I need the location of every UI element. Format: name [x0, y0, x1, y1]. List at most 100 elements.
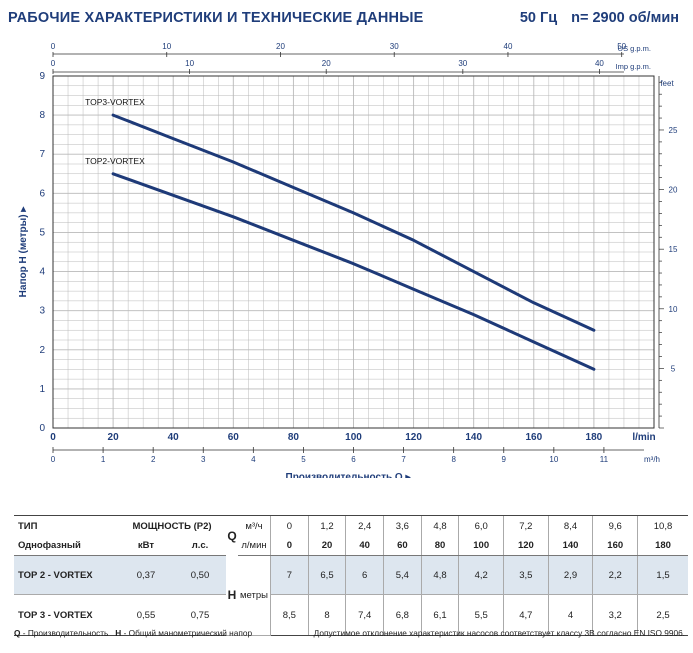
m3h-tick-label: 6 — [351, 455, 356, 464]
usgpm-tick-label: 20 — [276, 42, 285, 51]
series-label-top2-vortex: TOP2-VORTEX — [85, 156, 145, 166]
q-lmin-cell: 40 — [345, 536, 384, 556]
chart-grid — [52, 75, 655, 429]
q-unit-lmin: л/мин — [238, 536, 271, 556]
x-unit-label: l/min — [632, 432, 655, 443]
impgpm-tick-label: 30 — [458, 59, 467, 68]
y-tick-label: 4 — [39, 267, 45, 278]
head-cell: 7,4 — [345, 594, 384, 636]
usgpm-tick-label: 50 — [617, 42, 626, 51]
m3h-unit-label: m³/h — [644, 455, 660, 464]
head-cell: 2,2 — [592, 555, 638, 595]
model-name: TOP 2 - VORTEX — [14, 555, 118, 595]
x-tick-label: 40 — [168, 432, 180, 443]
head-cell: 3,2 — [592, 594, 638, 636]
y-tick-label: 2 — [39, 345, 45, 356]
q-lmin-cell: 80 — [420, 536, 459, 556]
q-symbol: Q — [226, 515, 238, 556]
impgpm-tick-label: 20 — [322, 59, 331, 68]
x-axis-label: Производительность Q ▸ — [286, 472, 412, 478]
y-axis-label: Напор H (метры) ▸ — [18, 206, 29, 298]
x-tick-label: 100 — [345, 432, 362, 443]
q-m3h-cell: 8,4 — [547, 515, 593, 536]
frequency-label: 50 Гц — [519, 10, 558, 26]
q-m3h-cell: 0 — [270, 515, 309, 536]
q-lmin-cell: 100 — [458, 536, 504, 556]
x-tick-label: 0 — [50, 432, 56, 443]
plot-border — [52, 75, 655, 429]
y-tick-label: 7 — [39, 149, 45, 160]
unit-kw: кВт — [118, 536, 174, 556]
head-cell: 8,5 — [270, 594, 309, 636]
x-tick-label: 120 — [405, 432, 422, 443]
q-lmin-cell: 0 — [270, 536, 309, 556]
head-cell: 6,5 — [307, 555, 346, 595]
footer-legend: Q - Производительность H - Общий маномет… — [14, 628, 252, 638]
head-cell: 6,8 — [383, 594, 422, 636]
q-lmin-cell: 20 — [307, 536, 346, 556]
x-tick-label: 80 — [288, 432, 300, 443]
head-cell: 2,9 — [547, 555, 593, 595]
feet-tick-label: 20 — [669, 186, 678, 195]
head-cell: 6 — [345, 555, 384, 595]
q-lmin-cell: 140 — [547, 536, 593, 556]
m3h-tick-label: 2 — [151, 455, 156, 464]
y-tick-label: 1 — [39, 384, 45, 395]
head-cell: 4,2 — [458, 555, 504, 595]
chart-labels: TOP3-VORTEX TOP2-VORTEX — [85, 97, 145, 166]
power-kw: 0,37 — [118, 555, 174, 595]
footer-note: Допустимое отклонение характеристик насо… — [313, 628, 685, 638]
q-lmin-cell: 60 — [383, 536, 422, 556]
page-title: РАБОЧИЕ ХАРАКТЕРИСТИКИ И ТЕХНИЧЕСКИЕ ДАН… — [8, 10, 424, 26]
power-hp: 0,75 — [174, 594, 226, 636]
q-m3h-cell: 3,6 — [383, 515, 422, 536]
m3h-tick-label: 4 — [251, 455, 256, 464]
y-tick-label: 6 — [39, 188, 45, 199]
x-tick-label: 180 — [586, 432, 603, 443]
q-m3h-cell: 9,6 — [592, 515, 638, 536]
q-m3h-cell: 2,4 — [345, 515, 384, 536]
y-tick-label: 9 — [39, 71, 45, 82]
legend-h: - Общий манометрический напор — [121, 628, 253, 638]
impgpm-tick-label: 10 — [185, 59, 194, 68]
frequency-info: 50 Гц n= 2900 об/мин — [506, 10, 679, 26]
m3h-tick-label: 0 — [51, 455, 56, 464]
x-tick-label: 60 — [228, 432, 240, 443]
usgpm-tick-label: 30 — [390, 42, 399, 51]
chart-series — [111, 113, 596, 371]
y-tick-label: 5 — [39, 227, 45, 238]
spec-table: ТИП МОЩНОСТЬ (P2) Q м³/ч 0 1,2 2,4 3,6 4… — [14, 515, 688, 636]
q-unit-m3h: м³/ч — [238, 515, 271, 536]
feet-tick-label: 10 — [669, 305, 678, 314]
legend-h-key: H — [115, 628, 122, 638]
m3h-tick-label: 11 — [600, 455, 609, 464]
usgpm-tick-label: 40 — [504, 42, 513, 51]
m3h-tick-label: 7 — [401, 455, 406, 464]
q-m3h-cell: 7,2 — [503, 515, 549, 536]
head-cell: 5,4 — [383, 555, 422, 595]
feet-tick-label: 25 — [669, 126, 678, 135]
head-cell: 1,5 — [637, 555, 688, 595]
feet-tick-label: 5 — [671, 364, 676, 373]
x-tick-label: 20 — [108, 432, 120, 443]
series-line-top2-vortex — [111, 172, 596, 371]
m3h-tick-label: 8 — [451, 455, 456, 464]
head-cell: 5,5 — [458, 594, 504, 636]
x-tick-label: 140 — [465, 432, 482, 443]
usgpm-unit-label: US g.p.m. — [618, 44, 651, 53]
power-kw: 0,55 — [118, 594, 174, 636]
speed-label: n= 2900 об/мин — [571, 10, 679, 26]
series-line-top3-vortex — [111, 113, 596, 332]
impgpm-unit-label: Imp g.p.m. — [616, 62, 651, 71]
feet-tick-label: 15 — [669, 245, 678, 254]
type-header: ТИП — [14, 515, 118, 536]
power-header: МОЩНОСТЬ (P2) — [118, 515, 226, 536]
model-name: TOP 3 - VORTEX — [14, 594, 118, 636]
head-cell: 7 — [270, 555, 309, 595]
q-m3h-cell: 6,0 — [458, 515, 504, 536]
m3h-tick-label: 10 — [549, 455, 558, 464]
y-tick-label: 0 — [39, 423, 45, 434]
impgpm-tick-label: 40 — [595, 59, 604, 68]
